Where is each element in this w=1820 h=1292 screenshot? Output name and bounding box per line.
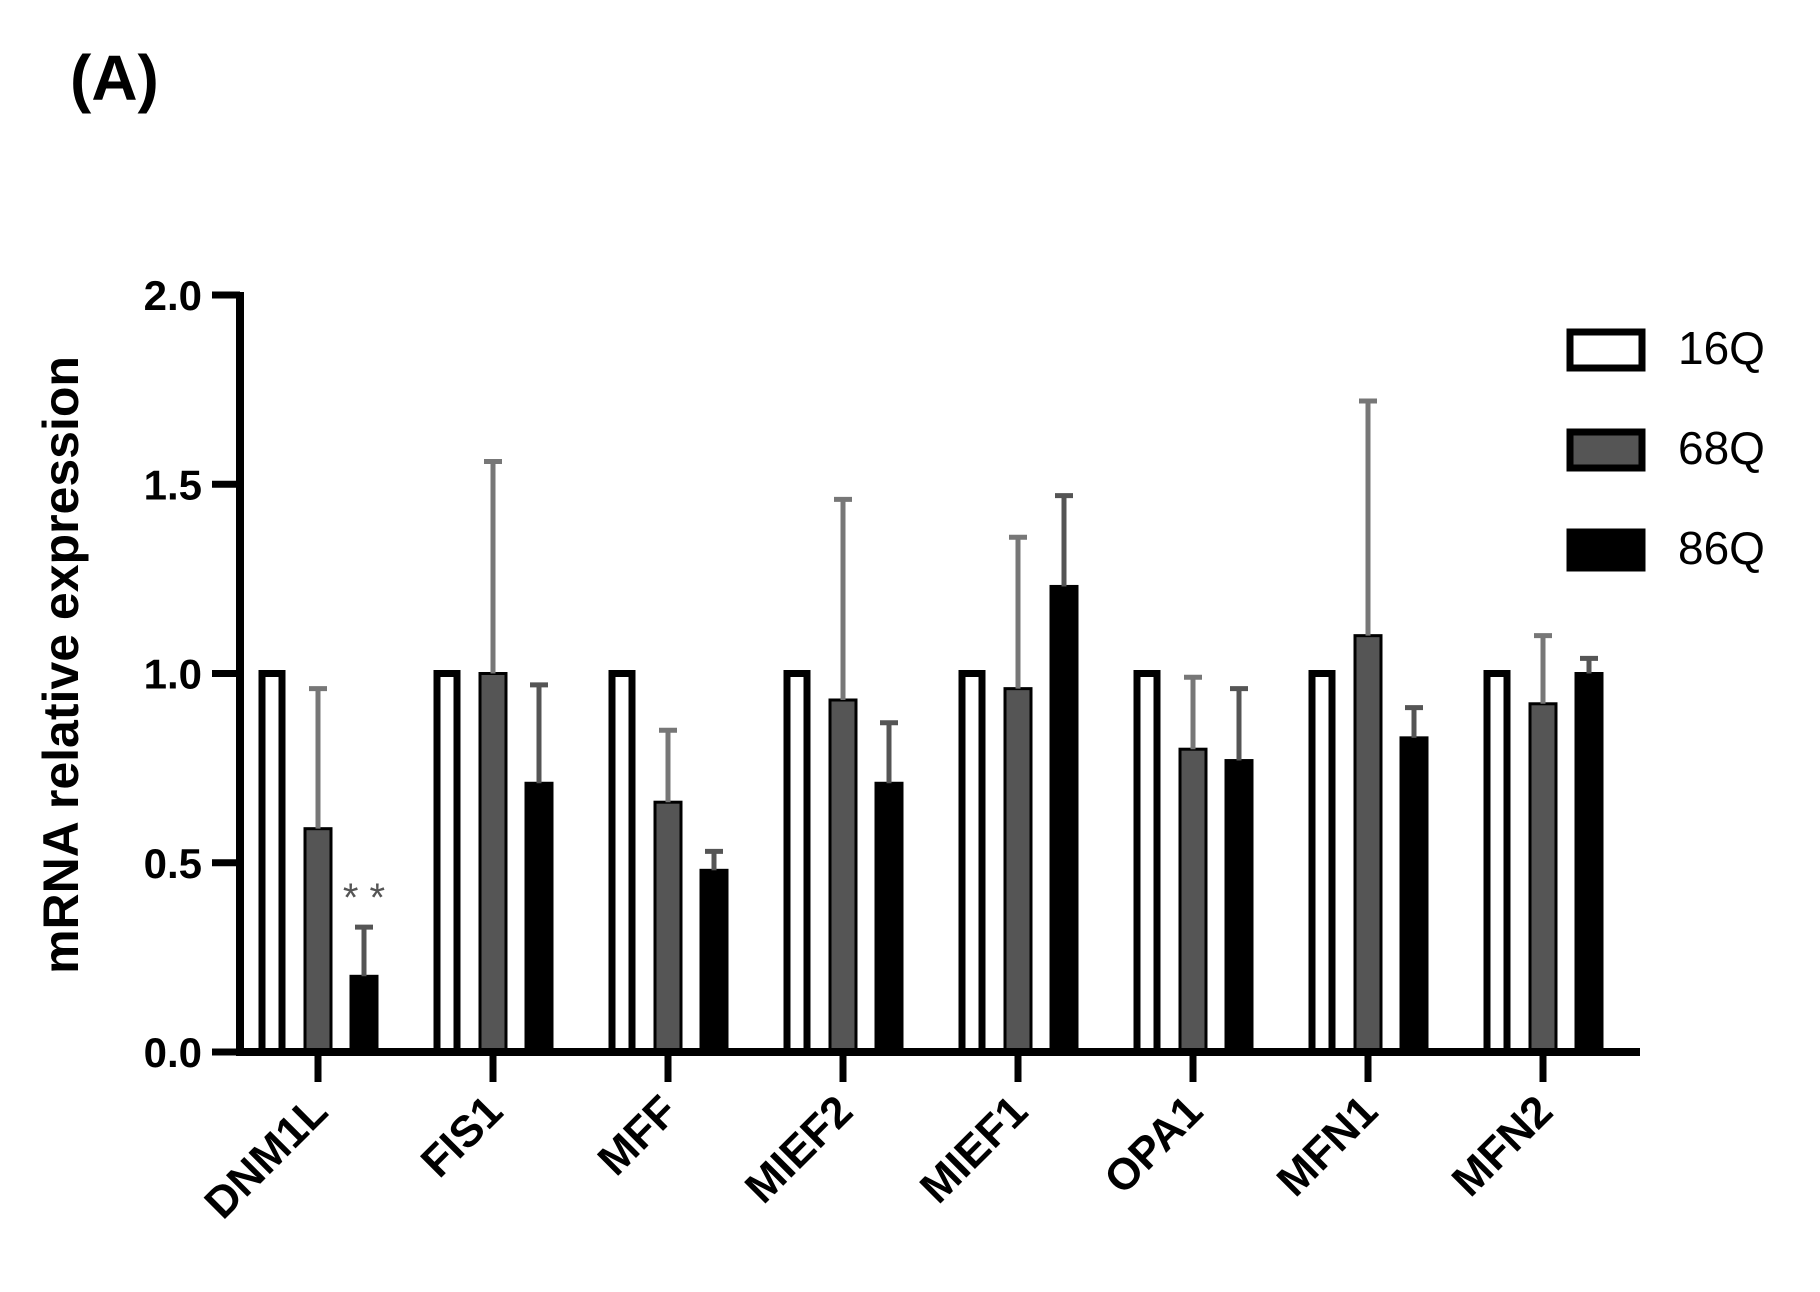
bar-16Q-MFN2 (1483, 670, 1511, 1056)
x-category-label: MFF (588, 1086, 687, 1185)
x-category-label: MIEF2 (736, 1086, 862, 1212)
bar-16Q-MFF (608, 670, 636, 1056)
x-category-label: OPA1 (1095, 1086, 1212, 1203)
y-tick-label: 2.0 (144, 272, 202, 319)
legend-label-86Q: 86Q (1678, 522, 1765, 574)
bar-68Q-MFN2 (1528, 702, 1558, 1054)
y-tick-label: 1.0 (144, 651, 202, 698)
y-tick-label: 1.5 (144, 461, 202, 508)
bar-68Q-MFN1 (1353, 634, 1383, 1054)
legend-label-16Q: 16Q (1678, 322, 1765, 374)
bar-16Q-OPA1 (1133, 670, 1161, 1056)
legend-label-68Q: 68Q (1678, 422, 1765, 474)
bar-68Q-DNM1L (303, 827, 333, 1054)
legend: 16Q 68Q 86Q (1566, 322, 1765, 574)
panel-label: (A) (70, 42, 159, 114)
bar-16Q-FIS1 (433, 670, 461, 1056)
bar-86Q-OPA1 (1224, 759, 1254, 1054)
bar-86Q-MFF (699, 868, 729, 1054)
bar-16Q-MFN1 (1308, 670, 1336, 1056)
annotations: * * (343, 876, 385, 920)
x-category-label: FIS1 (412, 1086, 512, 1186)
x-category-label: DNM1L (195, 1086, 337, 1228)
bar-86Q-MIEF2 (874, 781, 904, 1054)
bar-68Q-OPA1 (1178, 747, 1208, 1054)
bar-86Q-MFN1 (1399, 736, 1429, 1054)
bar-86Q-DNM1L (349, 974, 379, 1054)
error-bars-layer (309, 398, 1598, 977)
legend-swatch-68Q (1566, 428, 1646, 472)
bar-16Q-MIEF2 (783, 670, 811, 1056)
significance-annotation: * * (343, 876, 385, 920)
bar-86Q-MFN2 (1574, 672, 1604, 1054)
bar-86Q-MIEF1 (1049, 584, 1079, 1054)
bar-16Q-DNM1L (258, 670, 286, 1056)
x-category-label: MFN2 (1443, 1086, 1562, 1205)
legend-swatch-86Q (1566, 528, 1646, 572)
category-labels: DNM1L FIS1 MFF MIEF2 MIEF1 OPA1 MFN1 MFN2 (195, 1086, 1562, 1228)
bars-layer (258, 584, 1604, 1056)
bar-68Q-MIEF1 (1003, 687, 1033, 1054)
x-category-label: MIEF1 (911, 1086, 1037, 1212)
bar-68Q-FIS1 (478, 672, 508, 1054)
y-tick-label: 0.5 (144, 840, 202, 887)
tick-labels: 0.0 0.5 1.0 1.5 2.0 (144, 272, 1547, 1082)
x-category-label: MFN1 (1268, 1086, 1387, 1205)
bar-68Q-MIEF2 (828, 698, 858, 1054)
bar-86Q-FIS1 (524, 781, 554, 1054)
y-tick-label: 0.0 (144, 1029, 202, 1076)
y-axis-title: mRNA relative expression (33, 356, 89, 974)
bar-16Q-MIEF1 (958, 670, 986, 1056)
bar-68Q-MFF (653, 800, 683, 1054)
legend-swatch-16Q (1566, 328, 1646, 372)
